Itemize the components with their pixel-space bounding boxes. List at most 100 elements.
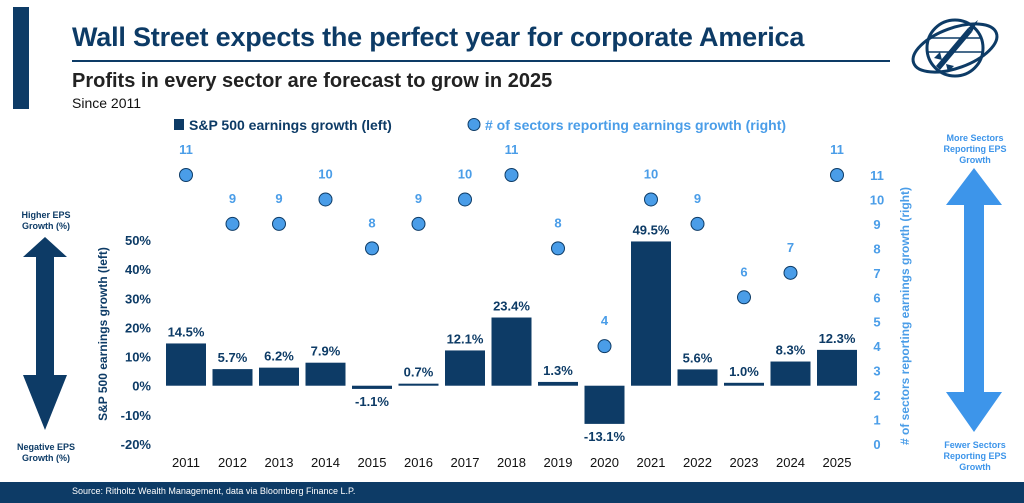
bar (538, 381, 578, 386)
bar (724, 382, 764, 386)
more-sectors-label: More Sectors Reporting EPS Growth (943, 133, 1007, 165)
sector-dot (644, 192, 658, 207)
sector-dot (225, 216, 240, 231)
y2-tick-label: 0 (873, 437, 880, 452)
dot-data-label: 7 (787, 240, 794, 255)
higher-eps-arrow-icon (23, 237, 67, 430)
bar (491, 317, 532, 386)
bar-data-label: 23.4% (493, 299, 530, 314)
sector-dot (830, 168, 844, 182)
sector-dot (411, 216, 426, 231)
x-tick-label: 2017 (451, 455, 480, 470)
sector-dot (365, 241, 379, 256)
sector-dot (179, 168, 193, 182)
sector-dot (458, 192, 472, 207)
y-tick-label: 50% (125, 233, 151, 248)
y2-axis-label: # of sectors reporting earnings growth (… (898, 187, 912, 445)
x-tick-label: 2024 (776, 455, 805, 470)
title-accent-bar (13, 7, 29, 109)
y2-tick-label: 8 (873, 241, 880, 256)
bar-data-label: 6.2% (264, 349, 294, 364)
page-title: Wall Street expects the perfect year for… (72, 22, 805, 52)
legend-bars-label: S&P 500 earnings growth (left) (189, 117, 392, 133)
bar-data-label: 1.0% (729, 364, 759, 379)
sector-dot (597, 339, 612, 354)
sector-dot (690, 216, 705, 231)
bar (352, 385, 392, 389)
x-tick-label: 2019 (544, 455, 573, 470)
y2-tick-label: 2 (873, 388, 880, 403)
page-subtitle: Profits in every sector are forecast to … (72, 70, 553, 92)
x-tick-label: 2015 (358, 455, 387, 470)
bar-data-label: 1.3% (543, 363, 573, 378)
bar (631, 241, 671, 386)
dot-data-label: 10 (458, 166, 472, 181)
x-tick-label: 2014 (311, 455, 340, 470)
y2-tick-label: 10 (870, 192, 884, 207)
dot-data-label: 10 (318, 166, 332, 181)
since-note: Since 2011 (72, 95, 142, 111)
sector-dot (318, 192, 333, 207)
bar (770, 361, 811, 386)
dot-data-label: 9 (415, 191, 422, 206)
x-tick-label: 2011 (172, 455, 200, 470)
dot-data-label: 4 (601, 313, 609, 328)
y-tick-label: 40% (125, 262, 151, 277)
y2-tick-label: 3 (873, 364, 880, 379)
x-tick-label: 2016 (404, 455, 433, 470)
sector-dot (737, 290, 751, 305)
dot-data-label: 11 (830, 142, 844, 157)
bar-data-label: 5.6% (683, 350, 713, 365)
bar (212, 369, 253, 386)
y2-tick-label: 11 (870, 168, 884, 183)
bar (677, 369, 718, 386)
y-tick-label: 20% (125, 320, 151, 335)
y2-tick-label: 7 (873, 266, 880, 281)
bar-data-label: 14.5% (168, 324, 205, 339)
x-tick-label: 2025 (823, 455, 852, 470)
dot-data-label: 8 (368, 215, 375, 230)
x-tick-label: 2020 (590, 455, 619, 470)
more-sectors-arrow-icon (946, 168, 1002, 432)
x-tick-label: 2018 (497, 455, 526, 470)
legend-dots-label: # of sectors reporting earnings growth (… (485, 117, 786, 133)
sector-dot (551, 241, 565, 256)
y2-tick-label: 5 (873, 315, 880, 330)
y-tick-label: 10% (125, 350, 151, 365)
x-tick-label: 2021 (637, 455, 666, 470)
dot-data-label: 11 (505, 142, 519, 157)
y2-tick-label: 4 (873, 339, 881, 354)
rocket-globe-logo-icon (911, 18, 999, 78)
bar-data-label: 12.3% (819, 331, 856, 346)
dot-data-label: 11 (179, 142, 193, 157)
title-divider (72, 60, 890, 62)
fewer-sectors-label: Fewer Sectors Reporting EPS Growth (943, 440, 1007, 472)
sector-dot (272, 216, 286, 231)
bar (817, 349, 857, 386)
bar-data-label: 0.7% (404, 365, 434, 380)
dot-data-label: 8 (554, 215, 561, 230)
y2-tick-label: 9 (873, 217, 880, 232)
legend-dot-swatch (467, 118, 481, 131)
y-axis-label: S&P 500 earnings growth (left) (96, 247, 110, 421)
x-tick-label: 2023 (730, 455, 759, 470)
x-tick-label: 2022 (683, 455, 712, 470)
dot-data-label: 6 (740, 264, 747, 279)
sector-dot (504, 168, 519, 182)
sector-dot (783, 265, 798, 280)
bar-data-label: -13.1% (584, 429, 626, 444)
y2-tick-label: 1 (873, 413, 880, 428)
bar (584, 385, 625, 424)
y-tick-label: 0% (132, 379, 151, 394)
dot-data-label: 9 (694, 191, 701, 206)
dot-data-label: 9 (229, 191, 236, 206)
bar (166, 343, 206, 386)
higher-eps-label: Higher EPS Growth (%) (21, 210, 71, 231)
bar (259, 367, 299, 386)
bar (445, 350, 485, 386)
bar-data-label: 8.3% (776, 343, 806, 358)
legend-bar-swatch (174, 119, 184, 130)
bar-data-label: 5.7% (218, 350, 248, 365)
dot-data-label: 9 (275, 191, 282, 206)
